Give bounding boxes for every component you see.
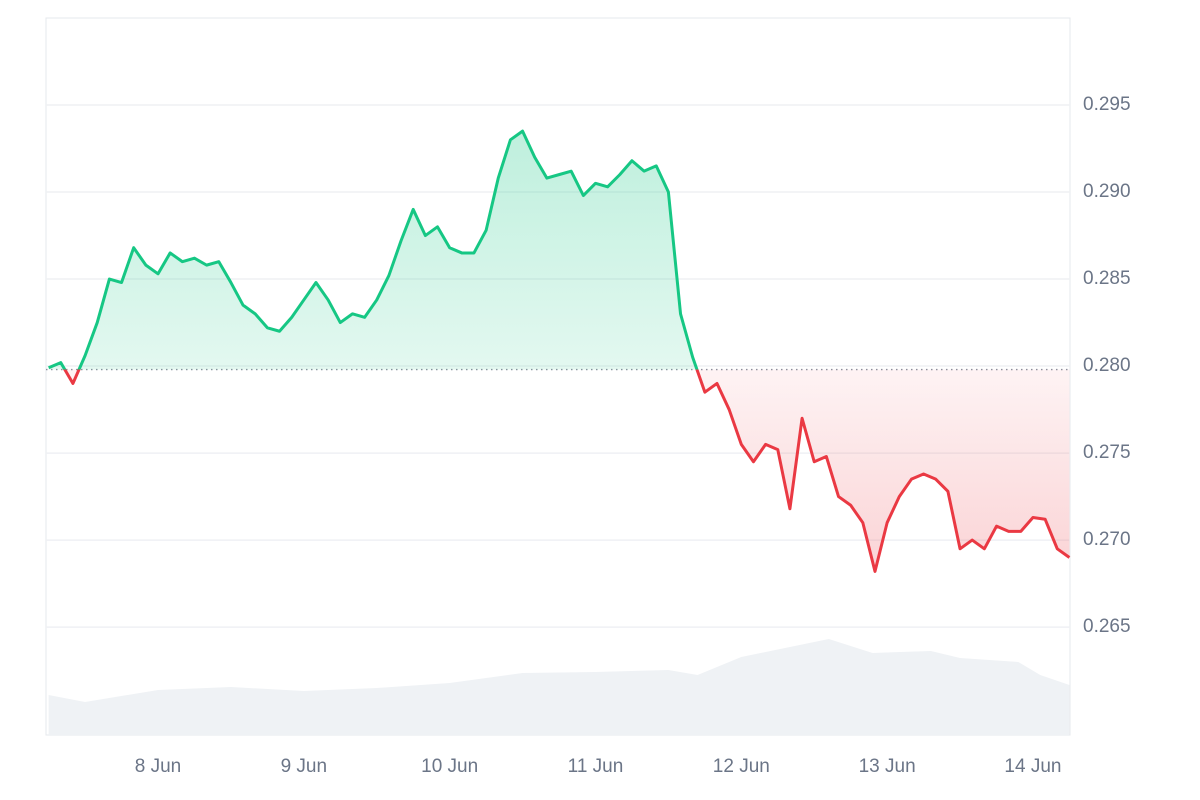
- volume-area: [48, 639, 1070, 735]
- x-tick-label: 13 Jun: [859, 756, 916, 777]
- y-tick-label: 0.270: [1083, 529, 1131, 550]
- x-tick-label: 12 Jun: [713, 756, 770, 777]
- price-line: [48, 129, 1071, 573]
- price-area: [48, 131, 1070, 572]
- y-tick-label: 0.275: [1083, 442, 1131, 463]
- x-tick-label: 10 Jun: [421, 756, 478, 777]
- y-tick-label: 0.290: [1083, 181, 1131, 202]
- y-tick-label: 0.285: [1083, 268, 1131, 289]
- x-tick-label: 8 Jun: [135, 756, 181, 777]
- x-tick-label: 14 Jun: [1004, 756, 1061, 777]
- y-tick-label: 0.265: [1083, 616, 1131, 637]
- x-tick-label: 11 Jun: [568, 756, 624, 777]
- x-tick-label: 9 Jun: [281, 756, 327, 777]
- y-tick-label: 0.280: [1083, 355, 1131, 376]
- y-tick-label: 0.295: [1083, 94, 1131, 115]
